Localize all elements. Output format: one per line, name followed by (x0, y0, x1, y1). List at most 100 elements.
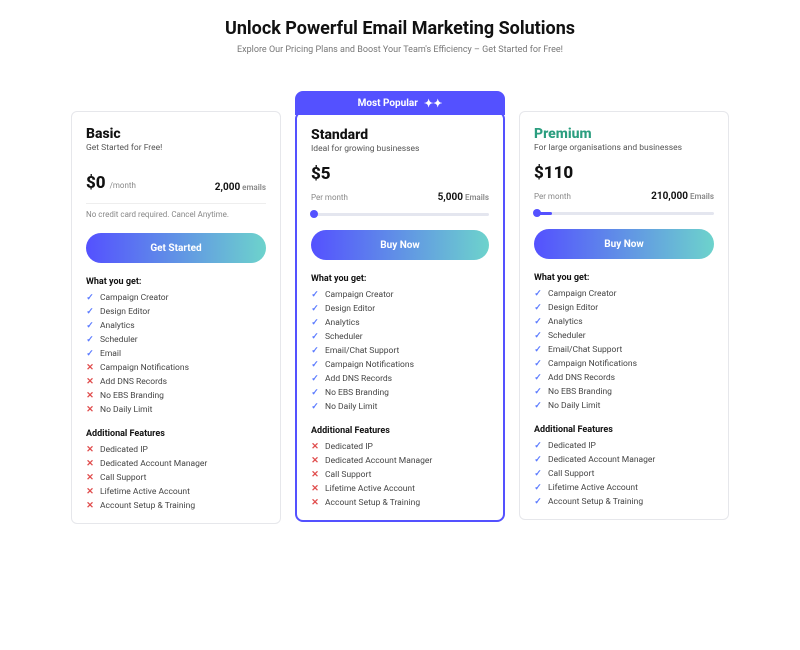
cross-icon: ✕ (86, 392, 94, 400)
feature-label: Campaign Creator (100, 293, 169, 303)
check-icon: ✓ (534, 332, 542, 340)
feature-item: ✕Lifetime Active Account (311, 484, 489, 494)
check-icon: ✓ (534, 484, 542, 492)
feature-item: ✓No EBS Branding (534, 387, 714, 397)
check-icon: ✓ (534, 442, 542, 450)
feature-label: Call Support (548, 469, 594, 479)
cross-icon: ✕ (86, 474, 94, 482)
feature-label: Account Setup & Training (548, 497, 643, 507)
cross-icon: ✕ (86, 378, 94, 386)
check-icon: ✓ (534, 456, 542, 464)
feature-item: ✓Campaign Creator (311, 290, 489, 300)
check-icon: ✓ (86, 350, 94, 358)
features-list: ✓ Campaign Creator ✓ Design Editor ✓ Analytic… (534, 289, 714, 411)
plan-per: Per month (311, 193, 348, 202)
feature-item: ✓ Campaign Creator (534, 289, 714, 299)
check-icon: ✓ (86, 336, 94, 344)
cross-icon: ✕ (86, 502, 94, 510)
check-icon: ✓ (86, 308, 94, 316)
feature-label: No EBS Branding (325, 388, 389, 398)
check-icon: ✓ (311, 403, 319, 411)
feature-item: ✓Design Editor (311, 304, 489, 314)
feature-item: ✓ Call Support (534, 469, 714, 479)
premium-cta-button[interactable]: Buy Now (534, 229, 714, 259)
feature-label: Email/Chat Support (325, 346, 399, 356)
check-icon: ✓ (311, 291, 319, 299)
cross-icon: ✕ (86, 446, 94, 454)
slider-handle[interactable] (310, 210, 318, 218)
check-icon: ✓ (534, 360, 542, 368)
plan-per: /month (110, 181, 136, 190)
feature-label: Analytics (548, 317, 583, 327)
feature-label: Campaign Creator (548, 289, 617, 299)
plan-card-premium: PremiumFor large organisations and busin… (519, 111, 729, 520)
what-you-get-title: What you get: (311, 274, 489, 284)
feature-item: ✓Design Editor (86, 307, 266, 317)
feature-item: ✓Email (86, 349, 266, 359)
feature-label: Dedicated Account Manager (100, 459, 207, 469)
cross-icon: ✕ (311, 443, 319, 451)
cross-icon: ✕ (86, 364, 94, 372)
feature-item: ✓ Scheduler (534, 331, 714, 341)
check-icon: ✓ (311, 375, 319, 383)
emails-slider[interactable] (534, 212, 714, 215)
feature-label: Scheduler (548, 331, 586, 341)
plan-price: $0 (86, 173, 106, 193)
feature-item: ✓Analytics (86, 321, 266, 331)
features-list: ✓Campaign Creator✓Design Editor✓Analytic… (311, 290, 489, 412)
check-icon: ✓ (534, 290, 542, 298)
feature-label: Account Setup & Training (100, 501, 195, 511)
feature-item: ✕Add DNS Records (86, 377, 266, 387)
emails-value: 5,000 (438, 192, 463, 203)
basic-cta-button[interactable]: Get Started (86, 233, 266, 263)
slider-handle[interactable] (533, 209, 541, 217)
feature-label: Dedicated IP (325, 442, 373, 452)
feature-label: Account Setup & Training (325, 498, 420, 508)
feature-item: ✓Scheduler (311, 332, 489, 342)
plans-container: BasicGet Started for Free!$0/month2,000 … (71, 111, 729, 524)
feature-item: ✕Call Support (311, 470, 489, 480)
cross-icon: ✕ (311, 499, 319, 507)
feature-item: ✓Campaign Notifications (311, 360, 489, 370)
emails-slider[interactable] (311, 213, 489, 216)
feature-item: ✕Lifetime Active Account (86, 487, 266, 497)
additional-list: ✓ Dedicated IP ✓ Dedicated Account Manager ✓… (534, 441, 714, 507)
features-list: ✓ Campaign Creator ✓Design Editor ✓Analytic… (86, 293, 266, 415)
plan-name: Basic (86, 126, 266, 142)
cross-icon: ✕ (86, 406, 94, 414)
feature-item: ✕No EBS Branding (86, 391, 266, 401)
most-popular-badge: Most Popular✦✦ (295, 91, 505, 115)
cross-icon: ✕ (311, 485, 319, 493)
feature-item: ✓ No Daily Limit (311, 402, 489, 412)
emails-unit: Emails (463, 193, 489, 202)
feature-item: ✕ Account Setup & Training (311, 498, 489, 508)
feature-label: Design Editor (548, 303, 598, 313)
plan-card-basic: BasicGet Started for Free!$0/month2,000 … (71, 111, 281, 524)
emails-value: 210,000 (651, 191, 688, 202)
feature-item: ✓ Email/Chat Support (311, 346, 489, 356)
feature-label: No Daily Limit (325, 402, 377, 412)
additional-title: Additional Features (311, 426, 489, 436)
standard-cta-button[interactable]: Buy Now (311, 230, 489, 260)
feature-item: ✕Dedicated Account Manager (86, 459, 266, 469)
check-icon: ✓ (311, 333, 319, 341)
check-icon: ✓ (86, 294, 94, 302)
plan-card-standard: Most Popular✦✦StandardIdeal for growing … (295, 111, 505, 522)
feature-label: Dedicated Account Manager (548, 455, 655, 465)
plan-price: $110 (534, 163, 714, 183)
emails-value: 2,000 (215, 182, 240, 193)
feature-item: ✕No Daily Limit (86, 405, 266, 415)
check-icon: ✓ (534, 470, 542, 478)
page-title: Unlock Powerful Email Marketing Solution… (225, 18, 575, 39)
check-icon: ✓ (311, 347, 319, 355)
what-you-get-title: What you get: (534, 273, 714, 283)
feature-item: ✓No EBS Branding (311, 388, 489, 398)
feature-item: ✓Scheduler (86, 335, 266, 345)
check-icon: ✓ (534, 304, 542, 312)
page-subtitle: Explore Our Pricing Plans and Boost Your… (237, 45, 563, 55)
feature-item: ✕ Dedicated IP (311, 442, 489, 452)
cross-icon: ✕ (311, 457, 319, 465)
price-block: $0/month2,000 emails (86, 163, 266, 193)
check-icon: ✓ (534, 498, 542, 506)
feature-label: Dedicated IP (548, 441, 596, 451)
